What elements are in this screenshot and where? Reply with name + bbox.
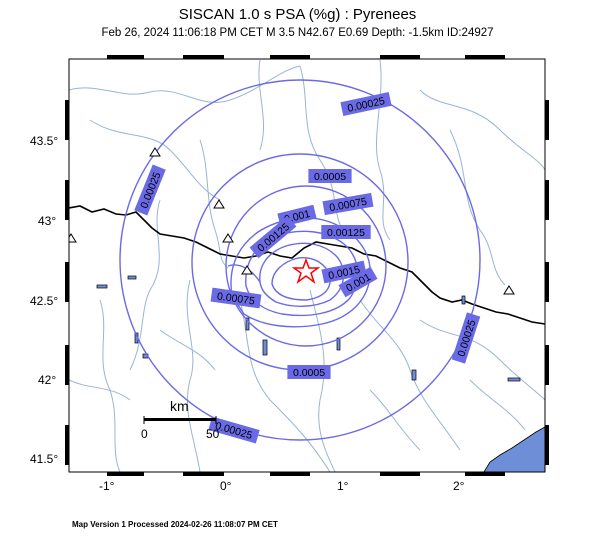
event-subtitle: Feb 26, 2024 11:06:18 PM CET M 3.5 N42.6… <box>101 27 494 39</box>
small-features <box>96 275 521 382</box>
contour-label-bg <box>340 92 392 116</box>
contour-label-bg <box>308 169 352 183</box>
contour-label: 0.00125 <box>321 225 371 239</box>
psa-contour <box>230 217 371 328</box>
contour-label-bg <box>321 260 367 284</box>
scale-bar: km 0 50 <box>141 398 220 441</box>
station-triangle <box>69 233 77 243</box>
map-footer: Map Version 1 Processed 2024-02-26 11:08… <box>72 520 278 529</box>
contour-label-bg <box>134 164 166 216</box>
scale-start: 0 <box>141 427 148 441</box>
contour-label-text: 0.0005 <box>293 367 325 379</box>
scale-unit: km <box>170 398 189 414</box>
station-triangle <box>241 265 253 275</box>
y-tick-label: 42.5° <box>30 294 58 308</box>
psa-contour <box>119 79 481 441</box>
x-tick-label: 2° <box>453 479 465 493</box>
map-frame <box>65 55 549 476</box>
contour-label-bg <box>210 287 262 309</box>
station-triangle <box>149 147 161 157</box>
x-axis: -1° 0° 1° 2° <box>99 479 465 493</box>
x-tick-label: 1° <box>337 479 349 493</box>
contour-label-text: 0.0005 <box>314 171 346 183</box>
psa-contour <box>225 185 387 347</box>
psa-contour <box>259 242 345 307</box>
contour-label-bg <box>321 225 371 239</box>
map-title: SISCAN 1.0 s PSA (%g) : Pyrenees <box>178 6 417 23</box>
scale-end: 50 <box>206 427 220 441</box>
national-border <box>69 205 545 325</box>
contour-label-text: 0.00075 <box>216 290 255 307</box>
star-icon <box>291 257 321 285</box>
contour-label-bg <box>338 266 378 298</box>
y-tick-label: 42° <box>38 373 56 387</box>
y-tick-label: 43° <box>38 214 56 228</box>
contour-label-bg <box>249 215 297 259</box>
station-triangle <box>222 233 234 243</box>
y-axis: 43.5° 43° 42.5° 42° 41.5° <box>30 134 58 466</box>
contour-label-bg <box>322 192 374 216</box>
sea-area <box>483 426 545 472</box>
x-tick-label: -1° <box>99 479 115 493</box>
contour-label-bg <box>287 365 331 379</box>
x-tick-label: 0° <box>220 479 232 493</box>
y-tick-label: 43.5° <box>30 134 58 148</box>
contour-label: 0.0005 <box>308 169 352 183</box>
y-tick-label: 41.5° <box>30 452 58 466</box>
contour-label: 0.0005 <box>287 365 331 379</box>
station-triangle <box>503 285 515 295</box>
stations <box>69 147 515 295</box>
contour-label: 0.00075 <box>210 287 262 309</box>
contour-label-bg <box>451 312 481 364</box>
station-triangle <box>213 199 225 209</box>
contour-label-text: 0.00125 <box>327 227 365 239</box>
contour-label-bg <box>208 416 260 444</box>
